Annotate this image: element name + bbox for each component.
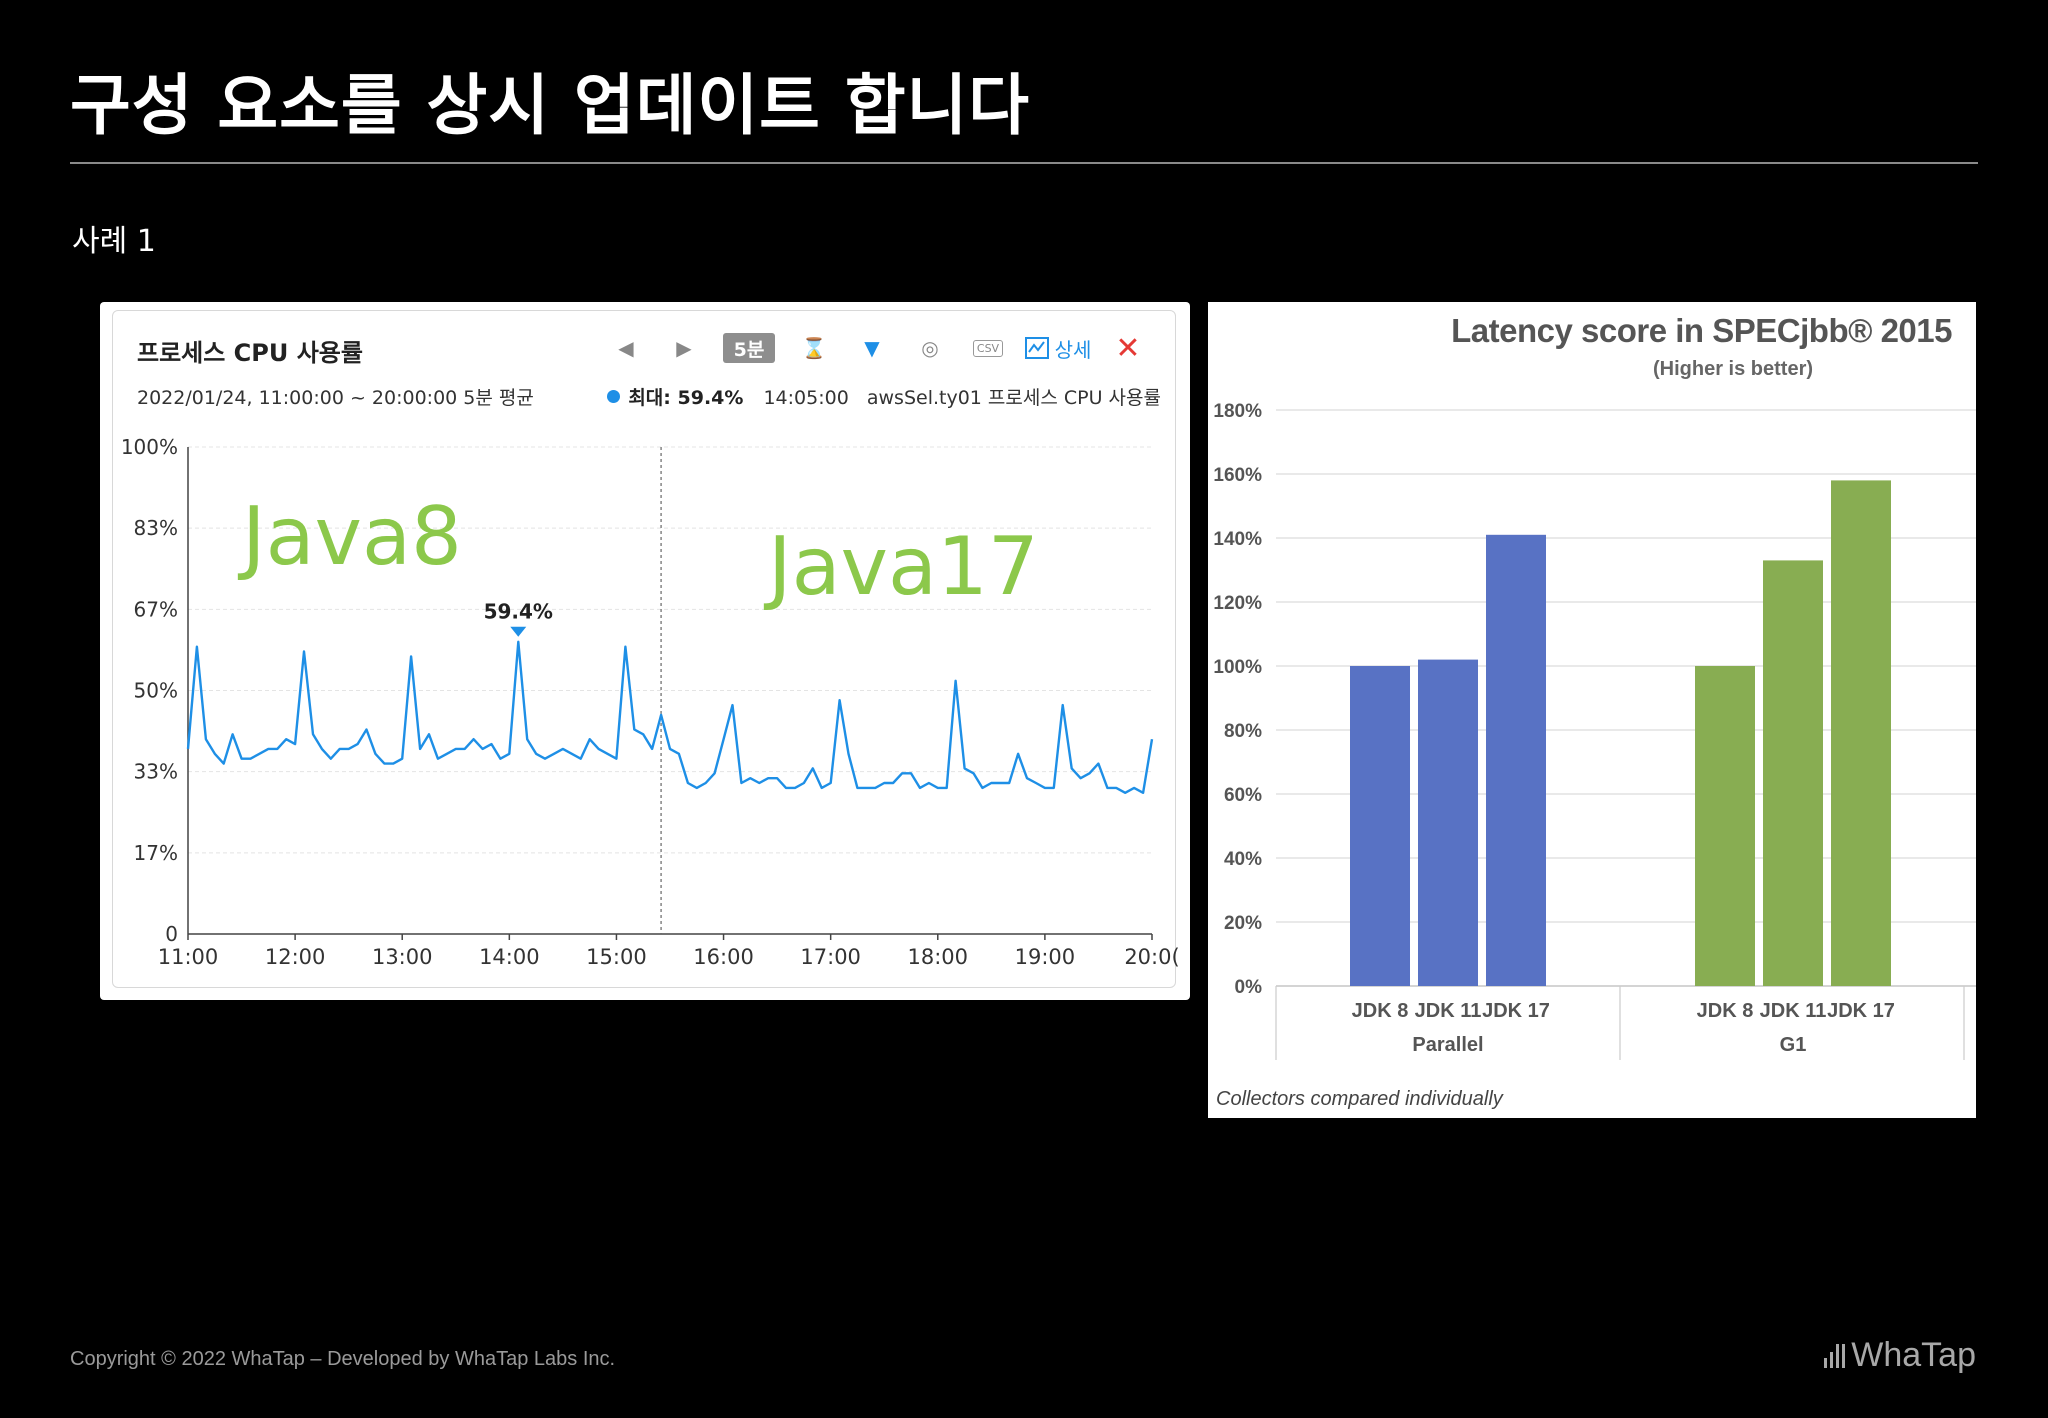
bar xyxy=(1350,666,1410,986)
camera-icon[interactable]: ◎ xyxy=(921,336,939,360)
bar-group-label: Parallel xyxy=(1412,1034,1483,1056)
bar xyxy=(1486,534,1546,986)
latency-bar-panel: 0% 20% 40% 60% 80% 100% 120% 140% 160% 180% JDK 8 J… xyxy=(1208,302,1976,1118)
slide-title: 구성 요소를 상시 업데이트 합니다 xyxy=(70,67,1030,144)
bar xyxy=(1418,659,1478,986)
latency-bar-chart: 0% 20% 40% 60% 80% 100% 120% 140% 160% 180% JDK 8 J… xyxy=(1213,401,1976,1060)
detail-label: 상세 xyxy=(1054,337,1092,362)
x-tick-label: 18:00 xyxy=(908,945,969,969)
series-dot-icon xyxy=(607,390,621,403)
footer-copyright: Copyright © 2022 WhaTap – Developed by W… xyxy=(70,1348,616,1370)
bar-chart-subtitle: (Higher is better) xyxy=(1653,358,1814,380)
bar-y-tick-label: 80% xyxy=(1224,721,1262,742)
bar-category-label: JDK 11 xyxy=(1415,1000,1482,1022)
next-arrow-icon[interactable]: ▶ xyxy=(676,336,692,360)
bar-category-label: JDK 17 xyxy=(1482,1000,1550,1022)
peak-label: 59.4% xyxy=(484,600,553,624)
java17-annotation: Java17 xyxy=(763,520,1039,613)
x-tick-label: 16:00 xyxy=(693,945,754,969)
cpu-line-chart: 0 17% 33% 50% 67% 83% 100% 11:00 12:00 13:00 14:00… xyxy=(121,435,1180,969)
y-tick-label: 83% xyxy=(134,516,178,540)
logo-bars-icon xyxy=(1824,1343,1846,1368)
logo-text: WhaTap xyxy=(1851,1336,1976,1374)
y-tick-label: 67% xyxy=(134,597,178,621)
bar xyxy=(1695,666,1755,986)
hourglass-icon[interactable]: ⌛ xyxy=(801,336,827,360)
bar-y-tick-label: 40% xyxy=(1224,849,1262,870)
detail-button[interactable]: 상세 xyxy=(1017,331,1099,365)
bar-category-label: JDK 8 xyxy=(1352,1000,1409,1022)
x-tick-label: 19:00 xyxy=(1015,945,1076,969)
csv-label: CSV xyxy=(972,339,1004,357)
y-tick-label: 50% xyxy=(134,679,178,703)
title-divider xyxy=(70,162,1978,164)
java8-annotation: Java8 xyxy=(237,490,462,583)
max-value: 최대: 59.4% xyxy=(628,387,744,409)
cpu-toolbar: ◀ ▶ 5분 ⌛ ▼ ◎ CSV 상세 ✕ xyxy=(597,330,1157,366)
x-tick-label: 17:00 xyxy=(800,945,861,969)
close-icon[interactable]: ✕ xyxy=(1115,330,1141,366)
peak-marker-icon xyxy=(510,626,527,637)
max-series-name: awsSel.ty01 프로세스 CPU 사용률 xyxy=(866,387,1161,409)
cpu-usage-card: 프로세스 CPU 사용률 ◀ ▶ 5분 ⌛ ▼ ◎ CSV 상세 ✕ 2022/… xyxy=(112,310,1176,988)
bar-y-tick-label: 60% xyxy=(1224,785,1262,806)
bar-y-tick-label: 140% xyxy=(1213,529,1262,550)
max-time: 14:05:00 xyxy=(763,387,849,409)
cpu-series-line xyxy=(186,640,1154,794)
bar-group-label: G1 xyxy=(1780,1034,1807,1056)
bar-y-tick-label: 100% xyxy=(1213,657,1262,678)
y-tick-label: 33% xyxy=(134,760,178,784)
case-label: 사례 1 xyxy=(72,224,156,259)
bar-y-tick-label: 0% xyxy=(1235,977,1263,998)
whatap-logo: WhaTap xyxy=(1824,1336,1976,1375)
cpu-time-range: 2022/01/24, 11:00:00 ~ 20:00:00 5분 평균 xyxy=(137,387,534,409)
x-tick-label: 11:00 xyxy=(158,945,219,969)
bar-category-label: JDK 17 xyxy=(1827,1000,1895,1022)
bar-y-tick-label: 120% xyxy=(1213,593,1262,614)
x-tick-label: 20:0( xyxy=(1124,945,1179,969)
cpu-usage-panel: 프로세스 CPU 사용률 ◀ ▶ 5분 ⌛ ▼ ◎ CSV 상세 ✕ 2022/… xyxy=(100,302,1190,1000)
x-tick-label: 12:00 xyxy=(265,945,326,969)
y-tick-label: 100% xyxy=(121,435,178,459)
bar-y-tick-label: 160% xyxy=(1213,465,1262,486)
bar-y-tick-label: 180% xyxy=(1213,401,1262,422)
bar-y-tick-label: 20% xyxy=(1224,913,1262,934)
period-button[interactable]: 5분 xyxy=(723,333,775,363)
y-tick-label: 0 xyxy=(165,922,178,946)
bar xyxy=(1831,480,1891,986)
x-tick-label: 14:00 xyxy=(479,945,540,969)
x-tick-label: 15:00 xyxy=(586,945,647,969)
bar-category-label: JDK 11 xyxy=(1760,1000,1827,1022)
y-tick-label: 17% xyxy=(134,841,178,865)
bar-chart-footnote: Collectors compared individually xyxy=(1216,1088,1503,1110)
prev-arrow-icon[interactable]: ◀ xyxy=(618,336,634,360)
cpu-panel-title: 프로세스 CPU 사용률 xyxy=(137,339,363,367)
x-tick-label: 13:00 xyxy=(372,945,433,969)
chart-detail-icon xyxy=(1024,337,1049,359)
cpu-max-legend: 최대: 59.4% 14:05:00 awsSel.ty01 프로세스 CPU … xyxy=(607,383,1161,410)
filter-icon[interactable]: ▼ xyxy=(864,336,880,360)
csv-icon[interactable]: CSV xyxy=(959,331,1017,365)
bar-chart-title: Latency score in SPECjbb® 2015 xyxy=(1451,312,1952,349)
bar-category-label: JDK 8 xyxy=(1697,1000,1754,1022)
bar xyxy=(1763,560,1823,986)
